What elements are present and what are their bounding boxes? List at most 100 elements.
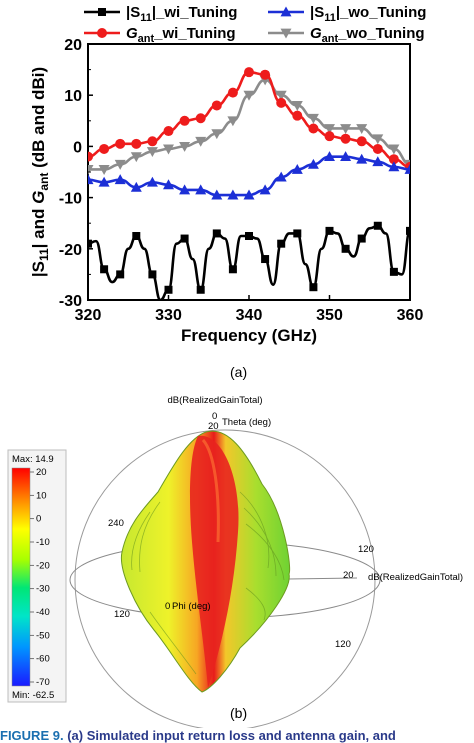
- data-point: [116, 270, 125, 279]
- colorbar-tick-label: -10: [36, 537, 50, 548]
- colorbar-tick-label: -70: [36, 677, 50, 688]
- figure-a-line-chart: |S11|_wi_Tuning |S11|_wo_Tuning Gant_wi_Tu…: [29, 4, 426, 345]
- data-point: [324, 124, 335, 134]
- data-point: [227, 189, 239, 200]
- label-120-left: 120: [114, 609, 130, 620]
- label-phi-0: 0: [165, 601, 170, 612]
- data-point: [388, 144, 400, 155]
- colorbar-tick-label: -20: [36, 560, 50, 571]
- data-point: [114, 174, 126, 185]
- data-point: [179, 184, 191, 195]
- data-point: [163, 144, 174, 155]
- colorbar-tick-label: -30: [36, 584, 50, 595]
- y-tick-label: 20: [64, 37, 82, 54]
- axis-ticks: 320 330 340 350 360 20 10 0 -10 -20 -30: [59, 37, 424, 324]
- data-point: [291, 101, 303, 111]
- colorbar-tick-label: -40: [36, 607, 50, 618]
- data-point: [356, 153, 368, 164]
- y-tick-label: -30: [59, 293, 82, 310]
- data-point: [356, 136, 367, 147]
- colorbar-tick-label: 20: [36, 467, 47, 478]
- colorbar-tick-label: 10: [36, 490, 47, 501]
- data-point: [99, 143, 110, 154]
- data-point: [243, 189, 255, 200]
- data-point: [404, 163, 410, 174]
- data-point: [228, 265, 237, 274]
- figure-caption: FIGURE 9. (a) Simulated input return los…: [0, 728, 396, 743]
- figure-label: FIGURE 9.: [0, 728, 64, 743]
- data-point: [196, 285, 205, 294]
- data-point: [389, 267, 398, 276]
- y-tick-label: -10: [59, 191, 82, 208]
- data-point: [277, 239, 286, 248]
- series-0: [88, 221, 410, 300]
- x-tick-label: 360: [397, 307, 424, 324]
- data-point: [130, 152, 142, 163]
- label-theta: Theta (deg): [222, 417, 271, 428]
- legend-item-2: Gant_wi_Tuning: [84, 25, 236, 45]
- label-phi: Phi (deg): [172, 601, 211, 612]
- data-point: [373, 221, 382, 230]
- legend-item-1: |S11|_wo_Tuning: [268, 4, 426, 24]
- radiation-lobe: [120, 430, 291, 693]
- data-point: [195, 113, 206, 124]
- data-point: [340, 151, 352, 162]
- data-point: [146, 176, 158, 187]
- data-point: [324, 131, 335, 142]
- x-tick-label: 320: [75, 307, 102, 324]
- data-point: [260, 69, 271, 80]
- x-tick-label: 340: [236, 307, 263, 324]
- data-point: [211, 129, 223, 140]
- legend-marker: [98, 8, 106, 16]
- label-gain-axis: dB(RealizedGainTotal): [368, 572, 463, 583]
- data-point: [227, 116, 239, 127]
- series-2: [88, 67, 410, 172]
- data-point: [227, 87, 238, 98]
- legend-label: Gant_wo_Tuning: [310, 25, 425, 45]
- data-point: [132, 232, 141, 240]
- y-tick-label: 10: [64, 88, 82, 105]
- data-point: [98, 176, 110, 187]
- data-point: [179, 115, 190, 126]
- pattern-title: dB(RealizedGainTotal): [167, 395, 262, 406]
- data-point: [180, 234, 189, 243]
- label-theta-20: 20: [208, 421, 219, 432]
- data-point: [88, 174, 94, 185]
- data-point: [163, 179, 174, 190]
- data-point: [309, 283, 318, 292]
- label-240: 240: [108, 518, 124, 529]
- label-120-right: 120: [358, 544, 374, 555]
- data-point: [372, 134, 384, 145]
- data-point: [308, 123, 319, 134]
- reference-sphere: [74, 429, 376, 728]
- caption-a: (a): [230, 364, 248, 380]
- x-axis-label: Frequency (GHz): [181, 326, 317, 345]
- data-point: [88, 151, 93, 162]
- data-point: [147, 136, 158, 147]
- legend-item-3: Gant_wo_Tuning: [268, 25, 425, 45]
- colorbar-tick-label: -50: [36, 630, 50, 641]
- data-point: [325, 226, 334, 235]
- data-point: [164, 285, 173, 294]
- legend-item-0: |S11|_wi_Tuning: [84, 4, 237, 24]
- data-point: [324, 151, 335, 162]
- data-point: [292, 110, 303, 121]
- data-point: [293, 229, 302, 238]
- data-point: [261, 255, 270, 264]
- y-axis-label: |S11| and Gant (dB and dBi): [29, 67, 51, 277]
- data-point: [100, 265, 109, 274]
- data-point: [211, 100, 222, 111]
- data-point: [406, 226, 410, 235]
- data-point: [291, 163, 303, 174]
- data-point: [88, 239, 92, 248]
- data-point: [275, 171, 287, 182]
- figure-b-3d-pattern: Max: 14.9 20 10 0 -10 -20 -30 -40 -50 -60 -70 Min…: [7, 395, 463, 728]
- data-point: [195, 136, 207, 147]
- label-120-bottom: 120: [335, 639, 351, 650]
- data-point: [340, 133, 351, 144]
- data-point: [131, 138, 142, 149]
- data-point: [114, 159, 126, 170]
- colorbar: Max: 14.9 20 10 0 -10 -20 -30 -40 -50 -60 -70 Min…: [7, 449, 67, 703]
- data-point: [372, 143, 383, 154]
- colorbar-min: Min: -62.5: [12, 690, 54, 701]
